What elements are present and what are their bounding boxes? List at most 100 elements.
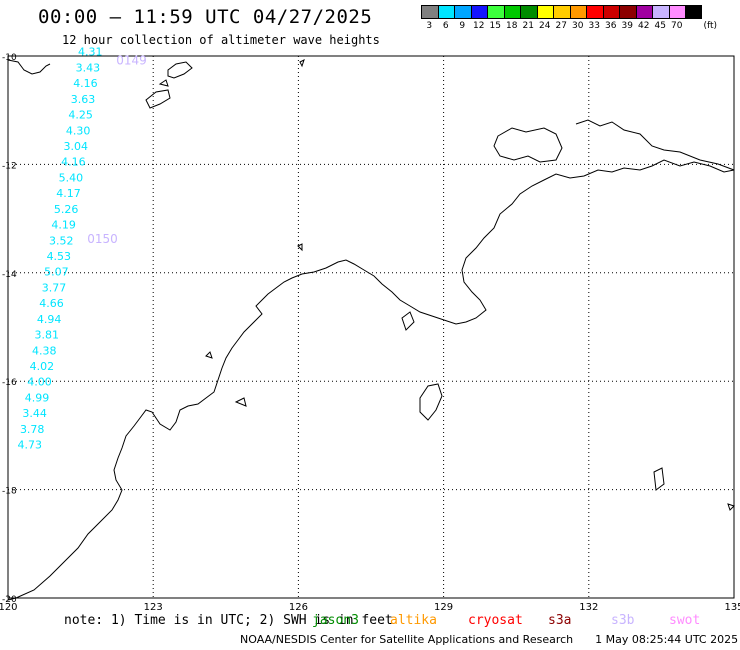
legend-swatch: [586, 5, 603, 19]
credit-line: NOAA/NESDIS Center for Satellite Applica…: [240, 633, 738, 646]
satellite-cryosat: cryosat: [468, 613, 523, 628]
coast-island-e: [297, 243, 303, 252]
swh-value: 4.73: [18, 439, 43, 452]
track-time-label: 0149: [116, 53, 147, 67]
legend-label: 15: [489, 21, 501, 31]
legend-bin: 27: [553, 5, 570, 31]
satellite-altika: altika: [390, 613, 437, 628]
coast-island-a: [419, 383, 443, 421]
legend-swatch: [437, 5, 454, 19]
legend-swatch: [553, 5, 570, 19]
legend-bin: 24: [536, 5, 553, 31]
swh-value: 3.44: [22, 407, 47, 420]
track-time-label: 0150: [87, 232, 118, 246]
swh-value: 3.81: [34, 329, 59, 342]
legend-swatch: [635, 5, 652, 19]
swh-value: 5.07: [44, 266, 69, 279]
swh-value: 3.63: [71, 93, 96, 106]
swh-value: 4.99: [25, 391, 50, 404]
altimeter-track: 4.31 3.43 4.16 3.63 4.25 4.30 3.04 4.16 5.40 4.17…: [18, 46, 147, 452]
graticule: [8, 56, 734, 598]
satellite-jason3: jason3: [312, 613, 359, 628]
swh-value: 4.16: [73, 77, 98, 90]
map-frame: [7, 55, 735, 599]
legend-label: 24: [539, 21, 551, 31]
legend-bin: 15: [487, 5, 504, 31]
coast-islet-2: [145, 89, 171, 109]
satellite-s3b: s3b: [611, 613, 635, 628]
footer-note: note: 1) Time is in UTC; 2) SWH is in fe…: [64, 613, 393, 628]
coast-timor: [7, 58, 51, 75]
swh-value: 3.52: [49, 234, 74, 247]
coast-mainland: [7, 159, 735, 601]
swh-value: 5.26: [54, 203, 79, 216]
legend-swatch: [619, 5, 636, 19]
legend-bin: 39: [619, 5, 636, 31]
legend-bin: 18: [503, 5, 520, 31]
swh-value: 4.94: [37, 313, 62, 326]
swh-value: 4.02: [30, 360, 55, 373]
legend-swatch: [503, 5, 520, 19]
coast-islet-1: [167, 61, 193, 79]
swh-value: 4.53: [47, 250, 72, 263]
swh-value: 4.19: [51, 219, 76, 232]
legend-label: 27: [555, 21, 567, 31]
map-subtitle: 12 hour collection of altimeter wave hei…: [62, 33, 380, 47]
lon-tick-label: 126: [289, 602, 308, 613]
legend-label: 3: [426, 21, 433, 31]
legend-label: 21: [522, 21, 534, 31]
legend-label: 6: [442, 21, 449, 31]
lat-tick-label: -10: [2, 53, 17, 63]
swh-value: 3.78: [20, 423, 45, 436]
legend-unit: (ft): [703, 21, 718, 31]
generated-timestamp: 1 May 08:25:44 UTC 2025: [595, 633, 739, 646]
legend-label: 33: [588, 21, 600, 31]
coast-islet-3: [158, 79, 169, 87]
legend-label: 12: [473, 21, 485, 31]
legend-bin: 21: [520, 5, 537, 31]
legend-bin: 45: [652, 5, 669, 31]
coast-tiwi: [493, 127, 563, 163]
credit-text: NOAA/NESDIS Center for Satellite Applica…: [240, 633, 574, 646]
swh-value: 5.40: [59, 171, 84, 184]
legend-swatch: [685, 5, 702, 19]
lon-tick-label: 132: [579, 602, 598, 613]
legend-bin: 6: [437, 5, 454, 31]
coast-island-g: [727, 503, 735, 511]
swh-value: 4.31: [78, 46, 103, 59]
legend-bin: 3: [421, 5, 438, 31]
legend-bin: 9: [454, 5, 471, 31]
lat-tick-label: -14: [2, 270, 17, 280]
legend-label: 9: [459, 21, 466, 31]
coast-island-d: [205, 351, 213, 359]
legend-swatch: [602, 5, 619, 19]
legend-label: 18: [506, 21, 518, 31]
legend-bin: 42: [635, 5, 652, 31]
lat-tick-label: -18: [2, 487, 17, 497]
swh-value: 4.30: [66, 124, 91, 137]
lat-tick-label: -12: [2, 161, 17, 171]
legend-bin: 12: [470, 5, 487, 31]
legend-swatch: [487, 5, 504, 19]
legend-swatch: [421, 5, 438, 19]
legend-swatch: [470, 5, 487, 19]
lat-tick-label: -16: [2, 378, 17, 388]
map-title: 00:00 — 11:59 UTC 04/27/2025: [38, 6, 373, 28]
legend-label: 36: [605, 21, 617, 31]
coast-cobourg: [575, 119, 735, 171]
swh-value: 4.25: [68, 109, 93, 122]
swh-value: 4.16: [61, 156, 86, 169]
coast-island-c: [234, 397, 247, 407]
legend-label: 42: [638, 21, 650, 31]
legend-swatch: [454, 5, 471, 19]
lon-tick-label: 123: [144, 602, 163, 613]
legend-label: 39: [621, 21, 633, 31]
swh-value: 4.38: [32, 344, 57, 357]
lon-tick-label: 135: [724, 602, 740, 613]
lon-tick-label: 120: [0, 602, 18, 613]
satellite-swot: swot: [669, 613, 701, 628]
coast-island-b: [401, 311, 415, 331]
axis-labels: 120 123 126 129 132 135 -10 -12 -14 -16 -18 -20: [0, 53, 740, 613]
swh-value: 3.77: [42, 281, 67, 294]
